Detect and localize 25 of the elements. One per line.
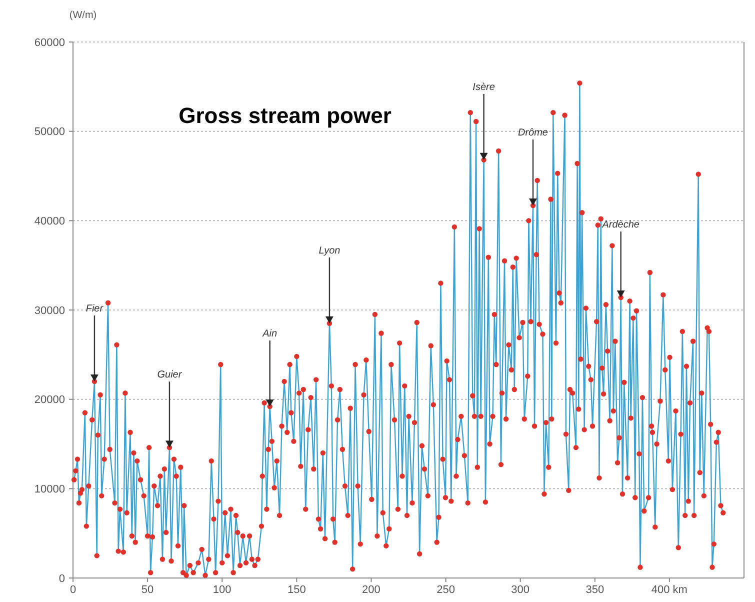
y-tick-label: 0 <box>58 572 65 585</box>
y-tick-label: 10000 <box>34 484 65 496</box>
x-tick-label: 50 <box>141 584 154 596</box>
annotation: Ain <box>262 328 278 340</box>
x-tick-label: 350 <box>586 584 604 596</box>
x-tick-label: 300 <box>511 584 530 596</box>
annotation: Guier <box>157 370 182 381</box>
annotation: Drôme <box>518 127 548 138</box>
annotation: Isère <box>472 82 496 93</box>
annotation: Lyon <box>318 245 341 256</box>
text: Gross stream power <box>178 103 392 128</box>
annotation: Fier <box>86 303 104 314</box>
x-tick-label: 400 km <box>651 584 688 596</box>
x-tick-label: 250 <box>436 584 455 596</box>
y-tick-label: 30000 <box>34 304 65 317</box>
x-tick-label: 150 <box>287 584 306 596</box>
x-tick-label: 100 <box>212 584 232 596</box>
y-tick-label: 20000 <box>34 394 65 406</box>
annotation: Ardèche <box>601 219 640 230</box>
y-tick-label: 60000 <box>34 36 65 49</box>
x-tick-label: 0 <box>70 584 76 596</box>
x-tick-label: 200 <box>362 584 380 596</box>
y-tick-label: 50000 <box>34 126 65 138</box>
y-axis-title: (W/m) <box>69 10 97 21</box>
y-tick-label: 40000 <box>34 216 65 228</box>
